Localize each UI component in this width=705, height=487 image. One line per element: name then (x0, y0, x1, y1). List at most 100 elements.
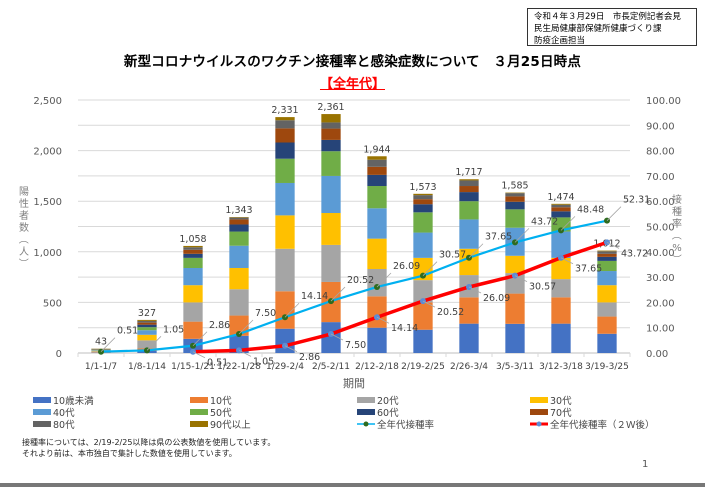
x-tick-label: 2/12-2/18 (355, 362, 399, 372)
rate-data-label: 2.86 (209, 320, 230, 331)
bar-total-label: 1,944 (363, 144, 390, 155)
x-tick-label: 1/29-2/4 (266, 362, 304, 372)
bar-segment (137, 330, 157, 335)
legend-swatch (33, 397, 51, 403)
data-label-leader (606, 242, 620, 249)
bar-segment (459, 219, 479, 249)
data-label-leader (422, 261, 438, 276)
bar-segment (229, 315, 249, 336)
legend-item: 90代以上 (190, 418, 251, 431)
bar-segment (505, 201, 525, 210)
y-tick-label: 1,500 (33, 197, 62, 208)
bar-total-label: 1,717 (455, 167, 482, 178)
rate-2w-data-label: 20.52 (437, 307, 464, 318)
bar-segment (597, 253, 617, 257)
rate-data-label: 20.52 (347, 275, 374, 286)
x-tick-label: 1/8-1/14 (128, 362, 166, 372)
data-label-leader (422, 300, 436, 308)
bar-segment (551, 231, 571, 258)
legend-item: 10代 (190, 394, 232, 407)
bar-segment (597, 271, 617, 286)
y2-axis-title-char: 率 (672, 217, 682, 230)
bar-segment (413, 193, 433, 196)
bar-segment (321, 175, 341, 213)
page-title: 新型コロナウイルスのワクチン接種率と感染症数について ３月25日時点 (123, 54, 582, 70)
bar-segment (551, 257, 571, 280)
legend-swatch (357, 409, 375, 415)
y2-axis-title-char: （ (670, 230, 682, 240)
y-axis-title-char: 陽 (19, 186, 29, 198)
bar-total-label: 1,058 (179, 234, 206, 245)
bar-segment (551, 204, 571, 208)
x-tick-label: 2/5-2/11 (312, 362, 350, 372)
y-tick-label: 500 (43, 298, 62, 309)
legend-label: 70代 (550, 408, 572, 419)
bar-segment (321, 139, 341, 152)
page-number: 1 (642, 459, 649, 470)
bar-segment (275, 142, 295, 159)
rate-data-label: 1.05 (163, 324, 184, 335)
bar-segment (597, 285, 617, 303)
legend-label: 80代 (53, 420, 75, 431)
y2-tick-label: 40.00 (646, 248, 675, 259)
bar-segment (321, 128, 341, 140)
legend-item: 20代 (357, 394, 399, 407)
legend-line-marker (357, 418, 375, 430)
bar-segment (459, 192, 479, 202)
data-label-leader (514, 228, 530, 243)
y2-tick-label: 0.00 (646, 349, 668, 360)
bar-segment (137, 340, 157, 349)
x-axis-title: 期間 (343, 377, 365, 390)
bar-segment (367, 156, 387, 160)
bar-segment (183, 249, 203, 254)
y2-tick-label: 20.00 (646, 298, 675, 309)
legend-label: 全年代接種率 (377, 420, 435, 431)
y-axis-title-char: 数 (19, 221, 29, 234)
bar-segment (597, 260, 617, 272)
bar-segment (413, 212, 433, 233)
bar-segment (505, 193, 525, 197)
bar-segment (275, 117, 295, 121)
rate-data-label: 52.31 (623, 195, 650, 206)
rate-2w-data-label: 0.51 (207, 358, 228, 369)
bar-segment (505, 196, 525, 202)
data-label-leader (238, 319, 254, 335)
footnote: 接種率については、2/19-2/25以降は県の公表数値を使用しています。 それよ… (22, 437, 275, 459)
y2-axis-title-char: ） (670, 254, 682, 264)
legend-label: 全年代接種率（２Ｗ後） (550, 420, 655, 431)
rate-data-label: 7.50 (255, 308, 276, 319)
press-info-box: 令和４年３月29日 市長定例記者会見 民生局健康部保健所健康づくり課 防疫企画担… (527, 8, 697, 46)
bar-segment (413, 195, 433, 200)
rate-2w-data-label: 7.50 (345, 340, 366, 351)
bar-total-label: 43 (95, 337, 107, 348)
bar-segment (459, 297, 479, 324)
bar-segment (229, 224, 249, 232)
y-axis-title-char: 者 (19, 210, 29, 222)
bar-segment (367, 208, 387, 239)
bar-segment (275, 158, 295, 183)
y2-tick-label: 90.00 (646, 121, 675, 132)
bar-segment (551, 217, 571, 232)
bar-segment (459, 180, 479, 187)
legend-item: 全年代接種率（２Ｗ後） (530, 418, 655, 431)
rate-2w-line (192, 240, 608, 354)
y2-tick-label: 30.00 (646, 273, 675, 284)
bar-segment (597, 251, 617, 254)
y2-tick-label: 70.00 (646, 172, 675, 183)
legend-swatch (190, 421, 208, 427)
data-label-leader (514, 275, 528, 283)
y2-tick-label: 100.00 (646, 96, 681, 107)
bar-segment (551, 203, 571, 205)
rate-data-label: 26.09 (393, 261, 420, 272)
bar-segment (551, 297, 571, 324)
vaccination-infection-chart: 0 500 1,000 1,500 2,000 2,500 0.00 10.00 20.00 30… (17, 96, 682, 390)
y2-tick-label: 60.00 (646, 197, 675, 208)
y-tick-label: 2,000 (33, 147, 62, 158)
rate-data-label: 14.14 (301, 291, 328, 302)
y-axis-title-char: ） (17, 258, 29, 268)
data-label-leader (284, 302, 300, 318)
bar-segment (137, 320, 157, 323)
bar-segment (413, 199, 433, 205)
rate-2w-data-label: 43.72 (621, 248, 648, 259)
data-label-leader (146, 336, 162, 351)
